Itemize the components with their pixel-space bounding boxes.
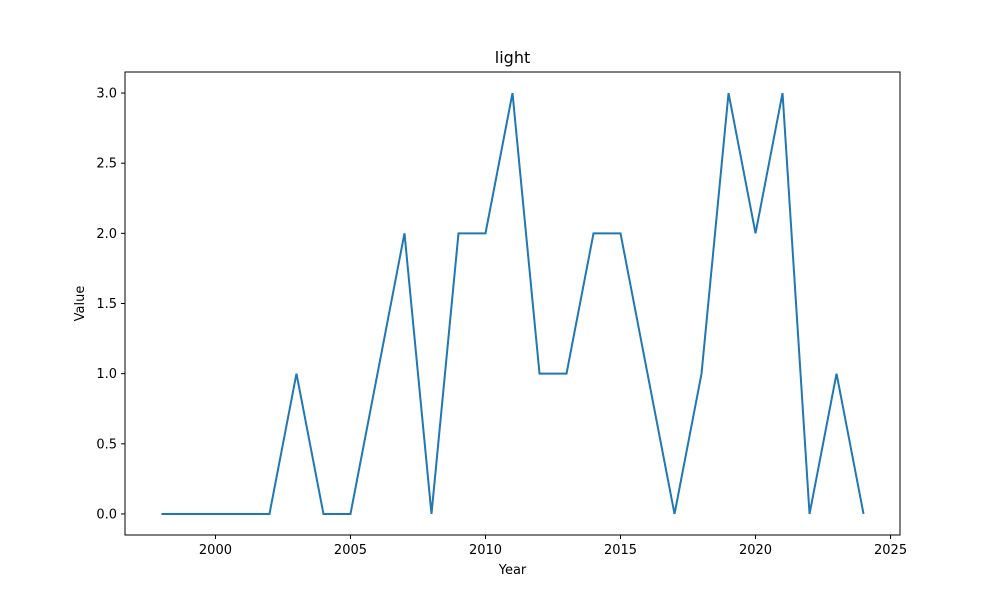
x-tick-label: 2005 bbox=[334, 543, 367, 558]
y-axis-label: Value bbox=[73, 286, 88, 322]
x-tick-label: 2010 bbox=[469, 543, 502, 558]
y-axis-ticks: 0.0 0.5 1.0 1.5 2.0 2.5 3.0 bbox=[96, 87, 125, 522]
plot-frame bbox=[124, 71, 901, 536]
y-tick-label: 1.0 bbox=[96, 367, 117, 382]
y-tick-label: 0.5 bbox=[96, 437, 117, 452]
plot-area bbox=[125, 72, 900, 535]
x-tick-label: 2000 bbox=[199, 543, 232, 558]
x-tick-label: 2025 bbox=[874, 543, 907, 558]
x-axis-ticks: 2000 2005 2010 2015 2020 2025 bbox=[199, 535, 907, 558]
y-tick-label: 0.0 bbox=[96, 507, 117, 522]
x-tick-label: 2015 bbox=[604, 543, 637, 558]
chart-title: light bbox=[495, 48, 530, 67]
series-line bbox=[161, 92, 865, 515]
y-tick-label: 2.5 bbox=[96, 157, 117, 172]
series-layer bbox=[161, 92, 865, 515]
y-tick-label: 3.0 bbox=[96, 87, 117, 102]
x-tick-label: 2020 bbox=[739, 543, 772, 558]
x-axis-label: Year bbox=[498, 563, 527, 578]
y-tick-label: 2.0 bbox=[96, 227, 117, 242]
y-tick-label: 1.5 bbox=[96, 297, 117, 312]
